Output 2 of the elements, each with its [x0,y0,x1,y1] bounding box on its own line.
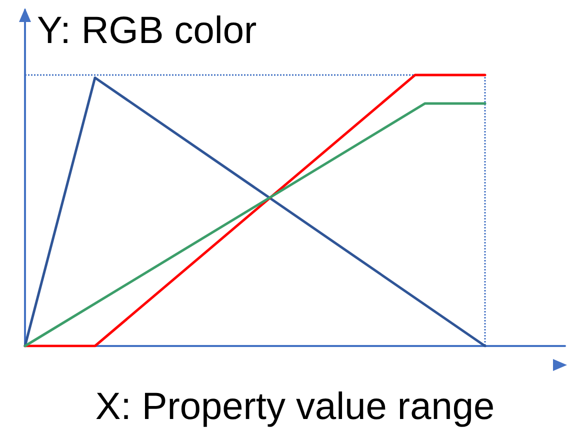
y-axis-title: Y: RGB color [37,10,257,52]
x-axis-title: X: Property value range [95,386,495,428]
